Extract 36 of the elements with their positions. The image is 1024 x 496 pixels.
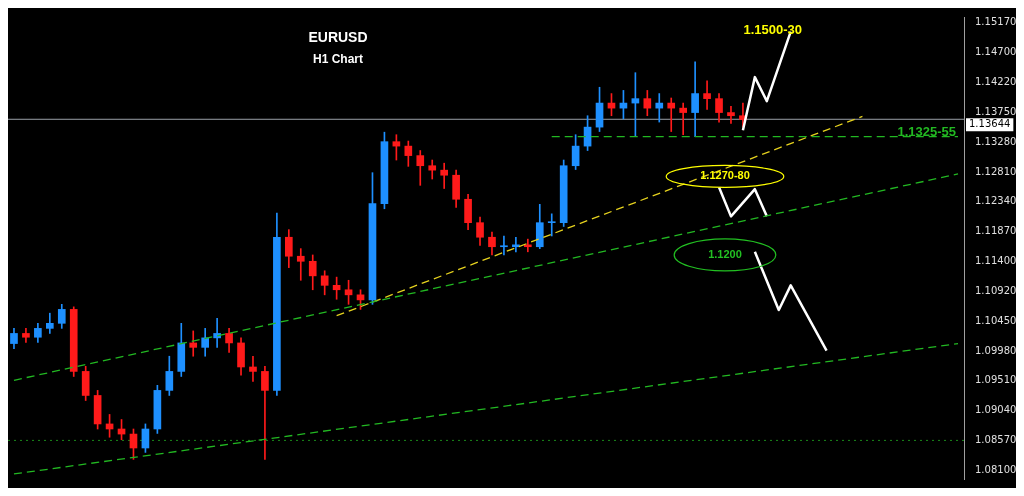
- y-tick-label: 1.13280: [975, 135, 1017, 147]
- y-tick-label: 1.15170: [975, 16, 1017, 28]
- y-tick-label: 1.10450: [975, 315, 1017, 327]
- y-tick-label: 1.13750: [975, 106, 1017, 118]
- candlestick: [213, 317, 221, 348]
- annotation: 1.1500-30: [743, 22, 803, 38]
- candlestick: [296, 248, 305, 281]
- ref-line-label: 1.13644: [969, 118, 1011, 130]
- y-tick-label: 1.12340: [975, 195, 1017, 207]
- annotation: 1.1270-80: [700, 169, 750, 182]
- text: H1 Chart: [312, 52, 364, 67]
- candlestick: [189, 330, 198, 357]
- candlestick: [679, 102, 688, 136]
- candlestick: [249, 355, 257, 382]
- candlestick: [727, 105, 735, 124]
- annotation: 1.1200: [708, 247, 742, 260]
- candlestick: [440, 162, 449, 189]
- candlestick: [667, 97, 676, 132]
- y-tick-label: 1.11870: [975, 225, 1017, 237]
- y-tick-label: 1.14700: [975, 46, 1017, 58]
- y-tick-label: 1.08570: [975, 433, 1017, 445]
- y-tick-label: 1.09980: [975, 344, 1017, 356]
- candlestick: [547, 213, 556, 237]
- y-tick-label: 1.12810: [975, 165, 1017, 177]
- y-tick-label: 1.09040: [975, 404, 1017, 416]
- series-label: 1.1325-55: [897, 123, 956, 139]
- text: EURUSD: [308, 28, 368, 45]
- y-tick-label: 1.09510: [975, 374, 1017, 386]
- candlestick: [655, 93, 664, 123]
- y-tick-label: 1.11400: [975, 254, 1017, 266]
- candlestick: [703, 80, 711, 110]
- candlestick: [500, 235, 508, 256]
- y-tick-label: 1.10920: [975, 285, 1017, 297]
- y-tick-label: 1.14220: [975, 76, 1017, 88]
- y-tick-label: 1.08100: [975, 463, 1017, 475]
- candlestick: [261, 366, 269, 460]
